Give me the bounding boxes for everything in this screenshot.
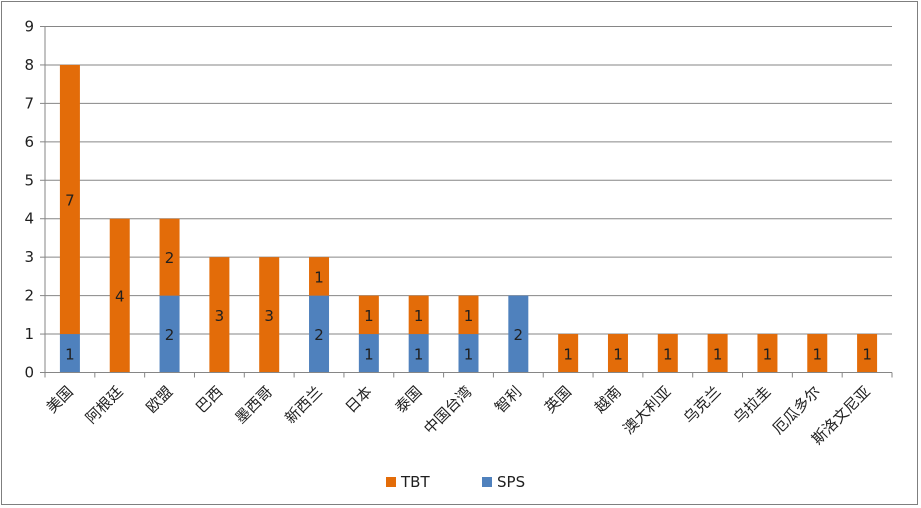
category-label: 阿根廷 [82, 383, 127, 428]
legend-swatch-sps [482, 477, 492, 487]
bar-tbt [209, 257, 230, 373]
data-label: 1 [663, 345, 673, 363]
bar-tbt [707, 334, 728, 373]
legend-label-tbt: TBT [400, 473, 430, 491]
data-label: 4 [115, 288, 125, 306]
data-label: 1 [812, 345, 822, 363]
bar-tbt [458, 295, 479, 335]
bar-tbt [857, 334, 878, 373]
category-label: 澳大利亚 [619, 383, 674, 438]
bar-tbt [358, 295, 379, 335]
bar-sps [408, 334, 429, 373]
data-label: 1 [563, 345, 573, 363]
data-label: 2 [165, 249, 175, 267]
data-label: 1 [65, 345, 75, 363]
data-label: 1 [763, 345, 773, 363]
category-label: 巴西 [192, 383, 226, 417]
category-label: 英国 [541, 383, 575, 417]
category-label: 越南 [591, 383, 625, 417]
bar-tbt [607, 334, 628, 373]
legend-label-sps: SPS [497, 473, 525, 491]
y-tick-label: 3 [24, 248, 34, 266]
y-tick-label: 2 [24, 287, 34, 305]
y-tick-label: 0 [24, 364, 34, 382]
y-tick-label: 8 [24, 56, 34, 74]
bar-tbt [408, 295, 429, 335]
bar-tbt [109, 218, 130, 373]
category-label: 泰国 [392, 383, 426, 417]
category-label: 日本 [342, 383, 376, 417]
category-label: 乌克兰 [680, 383, 725, 428]
category-label: 墨西哥 [231, 383, 276, 428]
data-label: 2 [514, 326, 524, 344]
category-label: 中国台湾 [420, 383, 475, 438]
data-label: 3 [215, 307, 225, 325]
data-label: 1 [613, 345, 623, 363]
y-tick-label: 9 [24, 18, 34, 36]
bar-tbt [558, 334, 579, 373]
y-tick-label: 1 [24, 325, 34, 343]
category-label: 智利 [491, 383, 525, 417]
data-label: 3 [264, 307, 274, 325]
bar-tbt [59, 64, 80, 335]
data-label: 2 [165, 326, 175, 344]
bar-tbt [309, 257, 330, 296]
data-label: 1 [862, 345, 872, 363]
category-label: 乌拉圭 [730, 383, 775, 428]
legend-swatch-tbt [386, 477, 396, 487]
bar-sps [159, 295, 180, 373]
data-label: 1 [314, 268, 324, 286]
bar-tbt [159, 218, 180, 296]
data-label: 1 [414, 345, 424, 363]
bar-sps [458, 334, 479, 373]
bar-sps [309, 295, 330, 373]
bar-tbt [807, 334, 828, 373]
data-label: 2 [314, 326, 324, 344]
data-label: 1 [464, 345, 474, 363]
bar-tbt [259, 257, 280, 373]
data-label: 1 [364, 307, 374, 325]
bar-tbt [757, 334, 778, 373]
data-label: 1 [464, 307, 474, 325]
data-label: 7 [65, 192, 75, 210]
y-tick-label: 6 [24, 133, 34, 151]
data-label: 1 [713, 345, 723, 363]
bar-sps [59, 334, 80, 373]
bar-sps [358, 334, 379, 373]
y-tick-label: 4 [24, 210, 34, 228]
bar-sps [508, 295, 529, 373]
y-tick-label: 5 [24, 171, 34, 189]
bar-tbt [657, 334, 678, 373]
data-label: 1 [414, 307, 424, 325]
data-label: 1 [364, 345, 374, 363]
y-tick-label: 7 [24, 94, 34, 112]
category-label: 欧盟 [142, 383, 176, 417]
category-label: 新西兰 [281, 383, 326, 428]
category-label: 美国 [43, 383, 77, 417]
